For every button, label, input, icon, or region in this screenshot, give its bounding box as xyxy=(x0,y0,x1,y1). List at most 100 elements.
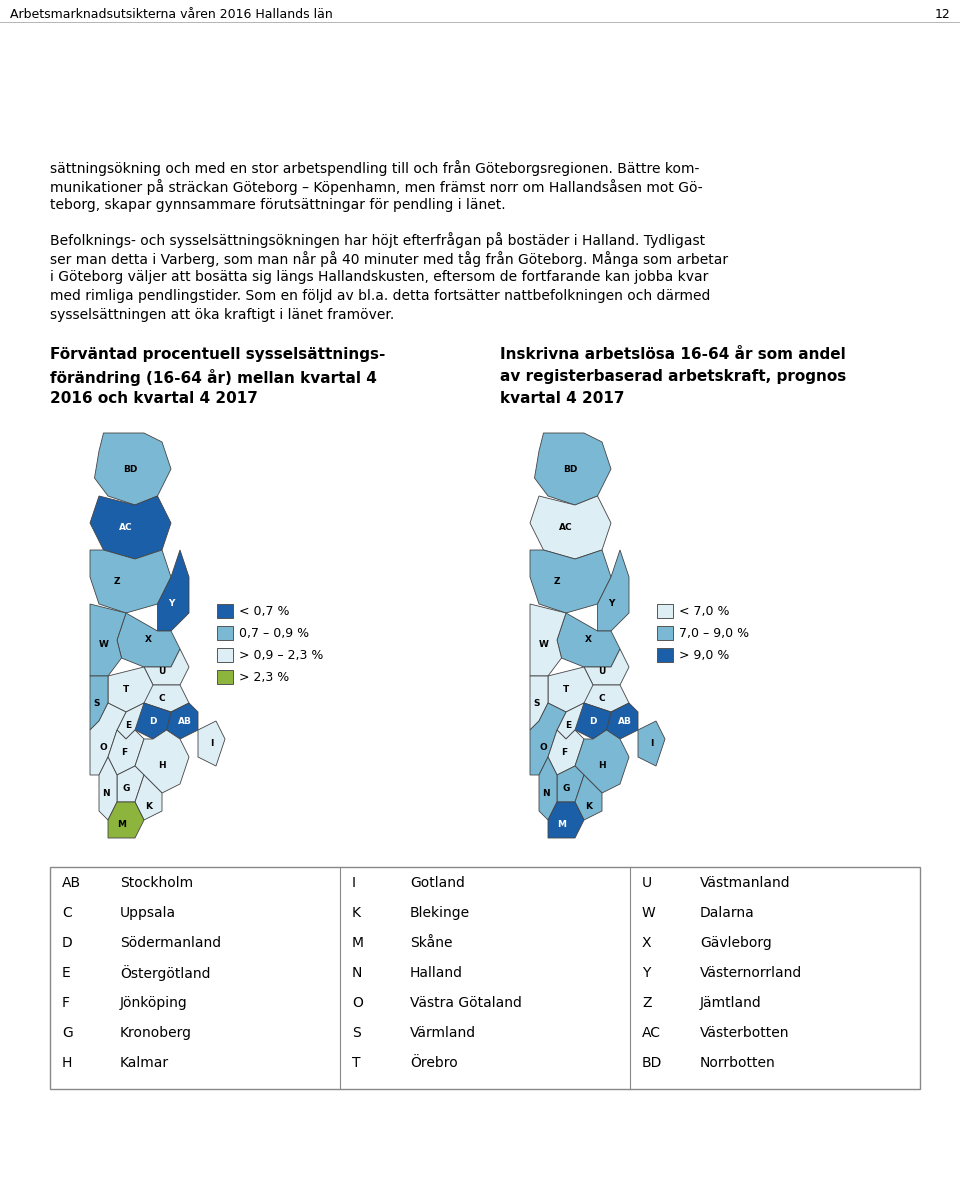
Text: E: E xyxy=(62,966,71,980)
Polygon shape xyxy=(557,766,584,802)
Polygon shape xyxy=(90,604,126,676)
Text: E: E xyxy=(565,721,571,730)
Text: F: F xyxy=(561,749,566,757)
Text: BD: BD xyxy=(564,465,578,473)
Text: > 9,0 %: > 9,0 % xyxy=(679,648,730,662)
Text: F: F xyxy=(62,997,70,1010)
Polygon shape xyxy=(548,730,584,775)
Polygon shape xyxy=(530,550,611,613)
Text: G: G xyxy=(563,784,569,793)
Text: kvartal 4 2017: kvartal 4 2017 xyxy=(500,391,625,406)
Text: Arbetsmarknadsutsikterna våren 2016 Hallands län: Arbetsmarknadsutsikterna våren 2016 Hall… xyxy=(10,8,333,21)
Polygon shape xyxy=(530,676,548,730)
Text: < 7,0 %: < 7,0 % xyxy=(679,604,730,617)
Bar xyxy=(217,604,233,617)
Text: Blekinge: Blekinge xyxy=(410,906,470,920)
Text: X: X xyxy=(145,635,152,645)
Text: > 2,3 %: > 2,3 % xyxy=(239,670,289,683)
Text: förändring (16-64 år) mellan kvartal 4: förändring (16-64 år) mellan kvartal 4 xyxy=(50,370,377,386)
Text: G: G xyxy=(62,1026,73,1039)
Polygon shape xyxy=(144,648,189,685)
Text: G: G xyxy=(122,784,130,793)
Text: Södermanland: Södermanland xyxy=(120,936,221,950)
Text: S: S xyxy=(352,1026,361,1039)
Text: K: K xyxy=(585,802,592,811)
Polygon shape xyxy=(108,668,153,712)
Text: N: N xyxy=(542,788,549,797)
Text: Norrbotten: Norrbotten xyxy=(700,1056,776,1070)
Polygon shape xyxy=(117,703,144,739)
Text: 2016 och kvartal 4 2017: 2016 och kvartal 4 2017 xyxy=(50,391,258,406)
Text: 7,0 – 9,0 %: 7,0 – 9,0 % xyxy=(679,627,749,639)
Text: T: T xyxy=(352,1056,361,1070)
Polygon shape xyxy=(144,685,189,712)
Text: H: H xyxy=(598,762,606,770)
Text: sättningsökning och med en stor arbetspendling till och från Göteborgsregionen. : sättningsökning och med en stor arbetspe… xyxy=(50,160,700,176)
Polygon shape xyxy=(90,496,171,559)
Text: Västmanland: Västmanland xyxy=(700,876,791,890)
Polygon shape xyxy=(575,730,629,793)
Text: Förväntad procentuell sysselsättnings-: Förväntad procentuell sysselsättnings- xyxy=(50,347,385,362)
Text: U: U xyxy=(158,668,166,676)
Text: N: N xyxy=(352,966,362,980)
Text: Örebro: Örebro xyxy=(410,1056,458,1070)
Text: Västerbotten: Västerbotten xyxy=(700,1026,789,1039)
Bar xyxy=(657,626,673,640)
Text: AC: AC xyxy=(559,523,573,532)
Text: < 0,7 %: < 0,7 % xyxy=(239,604,290,617)
Polygon shape xyxy=(135,730,189,793)
Text: munikationer på sträckan Göteborg – Köpenhamn, men främst norr om Hallandsåsen m: munikationer på sträckan Göteborg – Köpe… xyxy=(50,179,703,195)
Polygon shape xyxy=(94,433,171,505)
Polygon shape xyxy=(90,676,108,730)
Polygon shape xyxy=(117,613,180,668)
Polygon shape xyxy=(99,757,117,820)
Text: AC: AC xyxy=(642,1026,661,1039)
Text: Västra Götaland: Västra Götaland xyxy=(410,997,522,1010)
Text: S: S xyxy=(93,699,100,708)
Bar xyxy=(657,604,673,617)
Text: Östergötland: Östergötland xyxy=(120,966,210,981)
Text: Befolknings- och sysselsättningsökningen har höjt efterfrågan på bostäder i Hall: Befolknings- och sysselsättningsökningen… xyxy=(50,232,706,248)
Text: O: O xyxy=(540,744,547,752)
Polygon shape xyxy=(548,668,593,712)
Text: M: M xyxy=(557,820,566,828)
Text: Västernorrland: Västernorrland xyxy=(700,966,803,980)
Polygon shape xyxy=(638,721,665,766)
Text: O: O xyxy=(100,744,108,752)
Text: Z: Z xyxy=(113,577,120,586)
Text: K: K xyxy=(145,802,152,811)
Text: T: T xyxy=(123,685,130,694)
Text: Värmland: Värmland xyxy=(410,1026,476,1039)
Text: BD: BD xyxy=(642,1056,662,1070)
Polygon shape xyxy=(135,775,162,820)
Text: M: M xyxy=(352,936,364,950)
Text: Jämtland: Jämtland xyxy=(700,997,761,1010)
Text: H: H xyxy=(158,762,166,770)
Text: Kronoberg: Kronoberg xyxy=(120,1026,192,1039)
Polygon shape xyxy=(198,721,225,766)
Polygon shape xyxy=(557,703,584,739)
Text: T: T xyxy=(563,685,569,694)
Text: Y: Y xyxy=(168,600,174,608)
Text: W: W xyxy=(642,906,656,920)
Text: Z: Z xyxy=(642,997,652,1010)
Text: I: I xyxy=(352,876,356,890)
Text: AB: AB xyxy=(178,716,191,726)
Polygon shape xyxy=(597,550,629,631)
Text: 12: 12 xyxy=(934,8,950,21)
Polygon shape xyxy=(90,703,126,775)
Text: Halland: Halland xyxy=(410,966,463,980)
Text: Kalmar: Kalmar xyxy=(120,1056,169,1070)
Text: Z: Z xyxy=(554,577,561,586)
Text: W: W xyxy=(539,640,548,648)
Text: > 0,9 – 2,3 %: > 0,9 – 2,3 % xyxy=(239,648,324,662)
Text: M: M xyxy=(117,820,126,828)
Text: Y: Y xyxy=(642,966,650,980)
Text: I: I xyxy=(210,739,213,749)
Text: K: K xyxy=(352,906,361,920)
Text: Inskrivna arbetslösa 16-64 år som andel: Inskrivna arbetslösa 16-64 år som andel xyxy=(500,347,846,362)
Polygon shape xyxy=(108,802,144,838)
Text: Gävleborg: Gävleborg xyxy=(700,936,772,950)
Text: AC: AC xyxy=(119,523,132,532)
Polygon shape xyxy=(166,703,198,739)
